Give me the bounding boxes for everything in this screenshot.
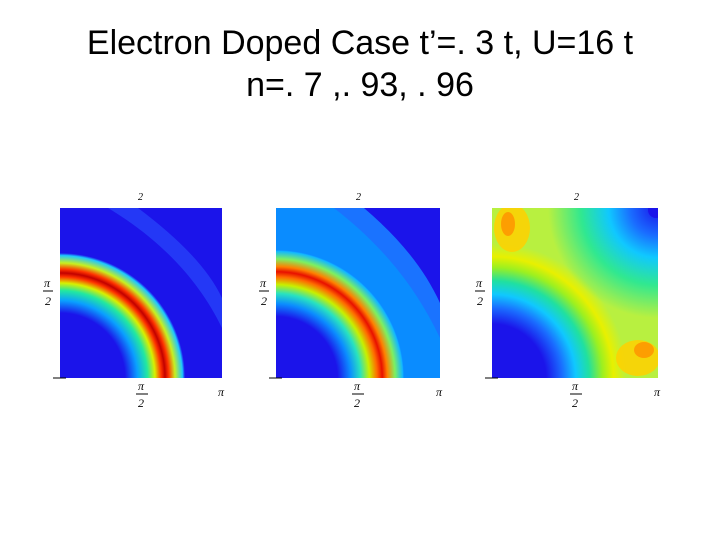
top-tick-label: 2 (574, 192, 579, 203)
contour-panel-3: 2 π 2 π 2 π (470, 188, 670, 413)
top-tick-label: 2 (138, 192, 143, 203)
x-tick-pi: π (354, 379, 361, 393)
y-tick-pi: π (476, 276, 483, 290)
x-tick-pi: π (572, 379, 579, 393)
top-tick-label: 2 (356, 192, 361, 203)
x-tick-two: 2 (354, 396, 360, 410)
x-tick-pi-end: π (218, 385, 225, 399)
contour-panel-1: 2 π 2 π 2 π (38, 188, 238, 413)
y-tick-two: 2 (45, 294, 51, 308)
y-tick-two: 2 (261, 294, 267, 308)
contour-plot-1: 2 π 2 π 2 π (43, 192, 225, 410)
y-tick-two: 2 (477, 294, 483, 308)
x-tick-pi-end: π (654, 385, 661, 399)
slide-title: Electron Doped Case t’=. 3 t, U=16 t n=.… (0, 22, 720, 106)
x-tick-two: 2 (572, 396, 578, 410)
x-tick-pi: π (138, 379, 145, 393)
x-tick-pi-end: π (436, 385, 443, 399)
title-line-2: n=. 7 ,. 93, . 96 (246, 66, 474, 104)
title-line-1: Electron Doped Case t’=. 3 t, U=16 t (86, 24, 634, 62)
y-tick-pi: π (44, 276, 51, 290)
x-tick-two: 2 (138, 396, 144, 410)
contour-plot-2: 2 π 2 π 2 π (259, 192, 443, 410)
y-tick-pi: π (260, 276, 267, 290)
contour-plot-3: 2 π 2 π 2 π (475, 192, 661, 410)
contour-panel-2: 2 π 2 π 2 π (254, 188, 454, 413)
